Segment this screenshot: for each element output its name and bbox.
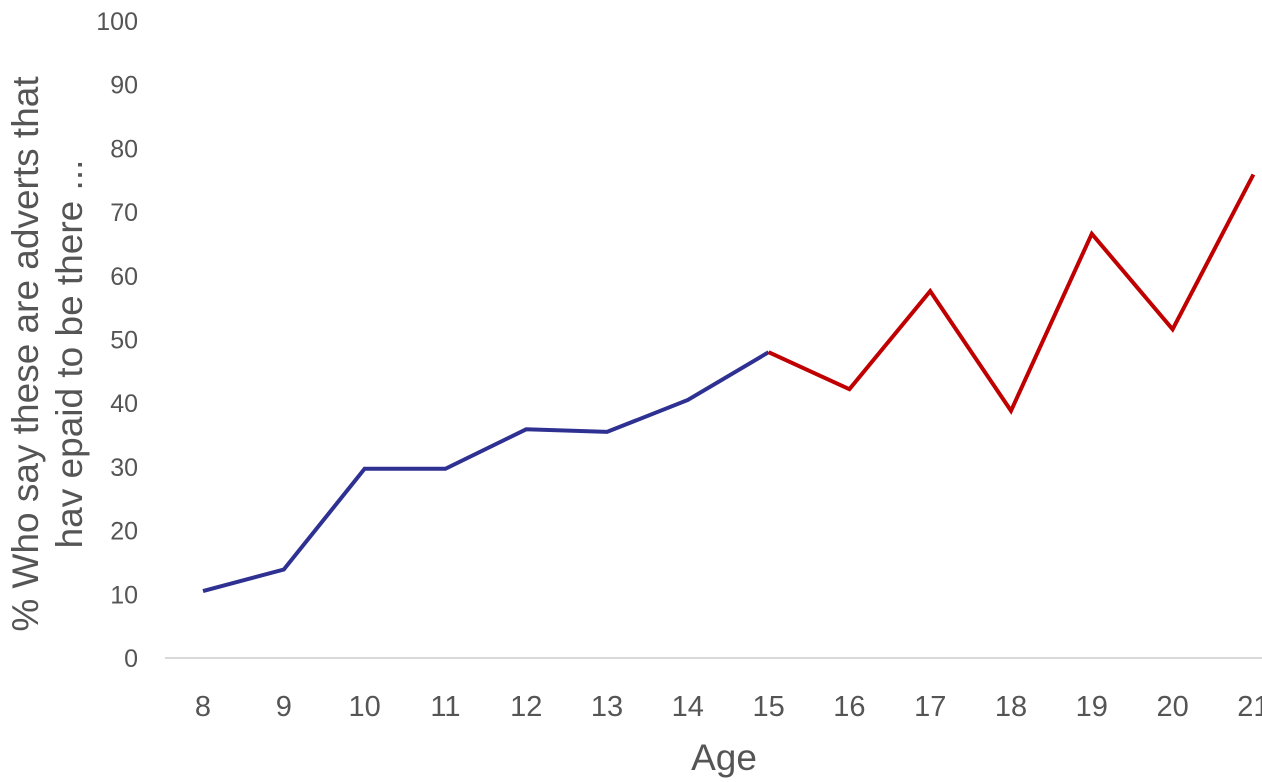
series-line-1 <box>202 350 770 594</box>
y-tick-label: 0 <box>124 645 138 673</box>
y-axis-title-line-1: % Who say these are adverts that <box>5 76 46 632</box>
y-axis-ticks: 0 10 20 30 40 50 60 70 80 90 100 <box>96 8 138 673</box>
x-tick-label: 9 <box>276 691 292 723</box>
x-tick-label: 12 <box>510 691 542 723</box>
x-tick-label: 18 <box>995 691 1027 723</box>
x-axis-title: Age <box>691 737 757 778</box>
y-tick-label: 20 <box>110 518 138 546</box>
x-tick-label: 21 <box>1237 691 1262 723</box>
y-tick-label: 40 <box>110 390 138 418</box>
x-tick-label: 10 <box>348 691 380 723</box>
y-tick-label: 100 <box>96 8 138 36</box>
y-tick-label: 60 <box>110 263 138 291</box>
x-tick-label: 8 <box>195 691 211 723</box>
y-axis-title-line-2: hav epaid to be there ... <box>49 160 90 549</box>
y-tick-label: 80 <box>110 135 138 163</box>
x-tick-label: 14 <box>672 691 704 723</box>
y-tick-label: 30 <box>110 454 138 482</box>
x-tick-label: 17 <box>914 691 946 723</box>
x-tick-label: 11 <box>430 691 460 723</box>
x-tick-label: 20 <box>1156 691 1188 723</box>
y-tick-label: 90 <box>110 72 138 100</box>
x-tick-label: 19 <box>1076 691 1108 723</box>
y-tick-label: 50 <box>110 327 138 355</box>
x-axis-ticks: 8 9 10 11 12 13 14 15 16 17 18 19 20 21 <box>195 691 1262 723</box>
y-tick-label: 70 <box>110 199 138 227</box>
x-tick-label: 16 <box>833 691 865 723</box>
series-line-2 <box>767 173 1256 415</box>
series-lines <box>202 173 1256 594</box>
y-tick-label: 10 <box>110 581 138 609</box>
x-tick-label: 15 <box>752 691 784 723</box>
y-axis-title: % Who say these are adverts that hav epa… <box>5 76 90 632</box>
x-tick-label: 13 <box>591 691 623 723</box>
